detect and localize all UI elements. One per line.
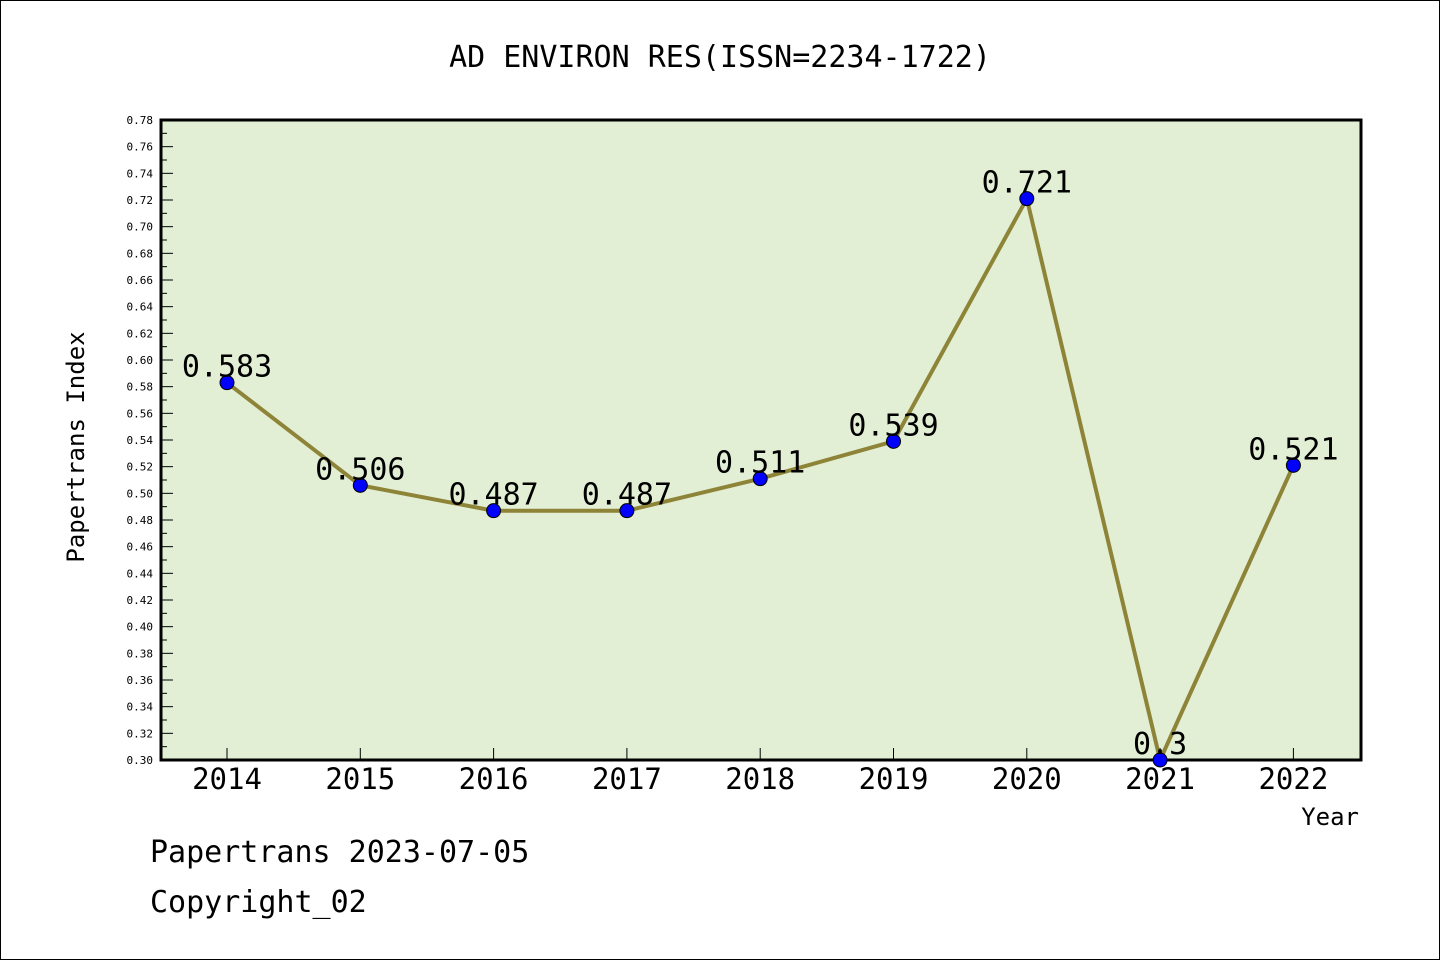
y-tick-label: 0.46 [127, 541, 154, 554]
y-tick-label: 0.40 [127, 621, 154, 634]
data-label: 0.3 [1133, 727, 1187, 762]
y-tick-label: 0.52 [127, 461, 154, 474]
data-label: 0.487 [582, 478, 672, 513]
copyright-text: Copyright_02 [150, 885, 367, 920]
y-tick-label: 0.74 [127, 167, 154, 180]
data-label: 0.539 [848, 408, 938, 443]
data-point [1019, 191, 1035, 207]
y-tick-label: 0.72 [127, 194, 154, 207]
y-tick-label: 0.78 [127, 114, 154, 127]
data-points [219, 191, 1301, 768]
source-date-text: Papertrans 2023-07-05 [150, 835, 530, 870]
data-point [1285, 457, 1301, 473]
y-tick-label: 0.64 [127, 301, 154, 314]
data-point [886, 433, 901, 449]
x-tick-label: 2017 [592, 762, 662, 796]
y-tick-label: 0.42 [127, 594, 154, 607]
x-axis-label: Year [1301, 803, 1359, 831]
plot-area [159, 118, 1363, 762]
x-tick-label: 2016 [459, 762, 529, 796]
data-point [352, 477, 368, 493]
y-tick-label: 0.60 [127, 354, 154, 367]
data-label: 0.506 [315, 452, 405, 487]
y-tick-label: 0.54 [127, 434, 154, 447]
x-tick-label: 2019 [859, 762, 929, 796]
y-tick-label: 0.70 [127, 221, 154, 234]
y-tick-label: 0.34 [127, 701, 154, 714]
data-point [752, 471, 768, 487]
y-tick-label: 0.50 [127, 487, 154, 500]
y-tick-label: 0.66 [127, 274, 154, 287]
y-axis-label: Papertrans Index [62, 331, 90, 562]
data-point [1152, 752, 1168, 768]
x-tick-label: 2018 [725, 762, 795, 796]
data-label: 0.521 [1248, 432, 1338, 467]
y-tick-label: 0.32 [127, 727, 154, 740]
x-axis-ticks: 2014 2015 2016 2017 2018 2019 2020 2021 2022 [192, 748, 1328, 796]
y-tick-label: 0.38 [127, 647, 154, 660]
data-labels: 0.583 0.506 0.487 0.487 0.511 0.539 0.721 0.3 0.… [182, 166, 1339, 762]
data-point [619, 503, 635, 519]
y-axis-ticks: 0.30 0.32 0.34 0.36 0.38 0.40 0.42 0.44 0.46 0.48… [127, 114, 173, 767]
data-label: 0.583 [182, 350, 272, 385]
x-tick-label: 2014 [192, 762, 262, 796]
chart-title: AD ENVIRON RES(ISSN=2234-1722) [449, 40, 991, 75]
data-label: 0.511 [715, 446, 805, 481]
y-tick-label: 0.36 [127, 674, 154, 687]
y-tick-label: 0.56 [127, 407, 154, 420]
data-label: 0.721 [982, 166, 1072, 201]
x-tick-label: 2020 [992, 762, 1062, 796]
data-point [486, 503, 502, 519]
y-tick-label: 0.62 [127, 327, 154, 340]
y-tick-label: 0.44 [127, 567, 154, 580]
data-point [219, 375, 235, 391]
y-tick-label: 0.58 [127, 381, 154, 394]
y-tick-label: 0.68 [127, 247, 154, 260]
x-tick-label: 2015 [325, 762, 395, 796]
y-tick-label: 0.76 [127, 141, 154, 154]
y-tick-label: 0.30 [127, 754, 154, 767]
x-tick-label: 2021 [1125, 762, 1195, 796]
data-label: 0.487 [448, 478, 538, 513]
y-tick-label: 0.48 [127, 514, 154, 527]
x-tick-label: 2022 [1258, 762, 1328, 796]
